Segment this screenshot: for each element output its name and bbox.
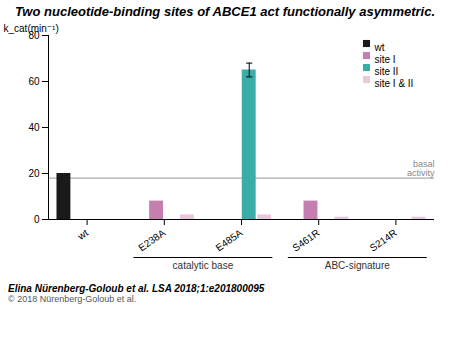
svg-text:80: 80 xyxy=(28,29,40,41)
svg-text:0: 0 xyxy=(34,214,40,225)
svg-text:ABC-signature: ABC-signature xyxy=(325,260,390,271)
svg-text:k_cat(min⁻¹): k_cat(min⁻¹) xyxy=(4,23,59,34)
svg-text:wt: wt xyxy=(75,227,91,242)
svg-text:basalactivity: basalactivity xyxy=(407,159,435,178)
svg-text:site I: site I xyxy=(375,54,396,65)
svg-text:wt: wt xyxy=(374,42,385,53)
svg-text:E238A: E238A xyxy=(136,227,167,253)
svg-text:E485A: E485A xyxy=(214,227,245,253)
svg-text:S461R: S461R xyxy=(290,227,321,254)
html-text:© 2018 Nürenberg-Goloub et al.: © 2018 Nürenberg-Goloub et al. xyxy=(8,294,137,304)
svg-text:20: 20 xyxy=(28,168,40,179)
svg-text:catalytic base: catalytic base xyxy=(173,260,234,271)
svg-text:40: 40 xyxy=(28,122,40,133)
svg-text:site II: site II xyxy=(375,66,399,77)
html-text:Elina Nürenberg-Goloub et al.: Elina Nürenberg-Goloub et al. LSA 2018;1… xyxy=(8,283,265,294)
html-text:Two nucleotide-binding sites o: Two nucleotide-binding sites of ABCE1 ac… xyxy=(14,4,436,19)
svg-text:60: 60 xyxy=(28,76,40,87)
svg-text:S214R: S214R xyxy=(368,227,399,254)
svg-text:site I & II: site I & II xyxy=(375,78,414,89)
